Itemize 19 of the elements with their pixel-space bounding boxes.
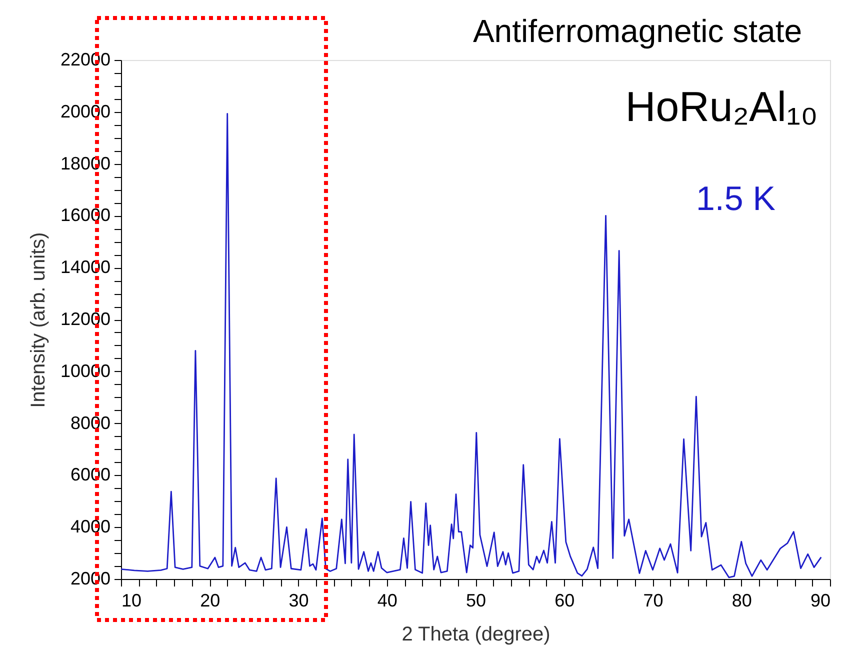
x-tick-label: 10 — [122, 590, 142, 610]
chart-title: Antiferromagnetic state — [472, 13, 802, 49]
y-tick-label: 8000 — [70, 412, 110, 433]
x-tick-label: 80 — [732, 590, 752, 610]
text: 1.5 K — [696, 180, 776, 218]
x-tick-label: 70 — [643, 590, 664, 610]
x-tick-label: 40 — [377, 590, 398, 610]
y-axis-title: Intensity (arb. units) — [27, 232, 50, 408]
y-tick-label: 4000 — [70, 516, 110, 537]
x-tick-label: 60 — [554, 590, 575, 610]
y-tick-label: 20000 — [60, 101, 110, 122]
x-tick-label: 50 — [466, 590, 486, 610]
x-tick-label: 30 — [288, 590, 309, 610]
annotation: HoRu₂Al₁₀ — [625, 83, 818, 130]
x-axis-title: 2 Theta (degree) — [402, 624, 550, 646]
x-tick-label: 20 — [200, 590, 220, 610]
x-tick-label: 90 — [810, 590, 830, 610]
y-tick-label: 16000 — [60, 205, 110, 226]
y-tick-label: 12000 — [60, 309, 110, 329]
